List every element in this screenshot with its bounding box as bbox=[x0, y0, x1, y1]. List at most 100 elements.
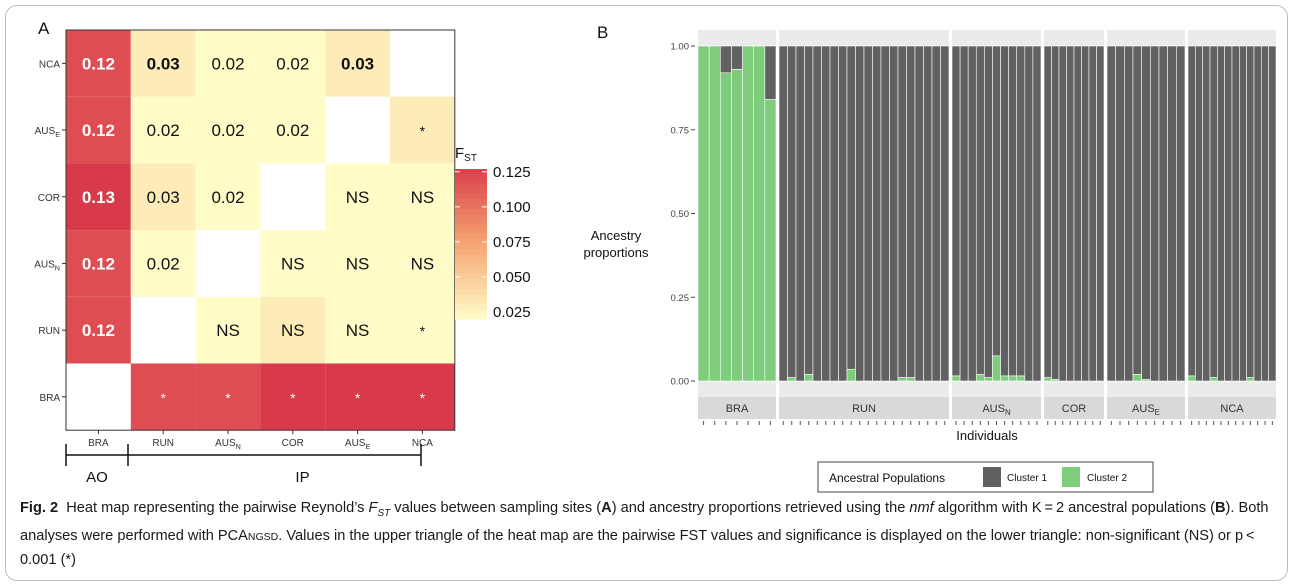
heatmap-cell bbox=[325, 363, 390, 431]
bar-segment-cluster1 bbox=[1253, 45, 1262, 382]
row-label-main: AUS bbox=[35, 126, 56, 137]
legend-gradient-step bbox=[455, 234, 487, 240]
heatmap-cell bbox=[130, 363, 196, 431]
bar-segment-cluster2 bbox=[1008, 375, 1018, 382]
bar-segment-cluster2 bbox=[753, 45, 766, 382]
bar-segment-cluster2 bbox=[1000, 375, 1009, 382]
heatmap-cell-label: 0.02 bbox=[211, 54, 244, 73]
caption-text-4: algorithm with K = 2 ancestral populatio… bbox=[933, 500, 1215, 516]
bar-segment-cluster1 bbox=[829, 45, 839, 382]
heatmap-cell-label: * bbox=[420, 323, 426, 339]
bar-segment-cluster2 bbox=[984, 377, 993, 382]
bar-segment-cluster2 bbox=[975, 373, 985, 382]
caption-text-1: Heat map representing the pairwise Reyno… bbox=[66, 500, 369, 516]
caption-bold-b: B bbox=[1214, 500, 1226, 516]
bar-segment-cluster1 bbox=[778, 45, 788, 382]
bar-segment-cluster1 bbox=[855, 45, 865, 382]
row-label: AUSE bbox=[35, 126, 61, 139]
heatmap-border bbox=[65, 29, 456, 431]
bar-segment-cluster2 bbox=[804, 373, 814, 382]
facet-strip-label: BRA bbox=[726, 403, 749, 415]
heatmap-cell bbox=[195, 363, 261, 431]
caption-nmf: nmf bbox=[909, 500, 934, 516]
heatmap-cell bbox=[260, 363, 326, 431]
heatmap-cell bbox=[260, 230, 326, 297]
heatmap-cell bbox=[260, 96, 326, 164]
heatmap-cell-label: * bbox=[160, 390, 166, 406]
bar-segment-cluster2 bbox=[1051, 379, 1060, 382]
legend-gradient-step bbox=[455, 194, 487, 200]
row-label-sub: N bbox=[55, 263, 60, 272]
row-label: BRA bbox=[39, 393, 60, 404]
heatmap-cell bbox=[390, 163, 455, 231]
bar-segment-cluster1 bbox=[1158, 45, 1168, 382]
bar-segment-cluster1 bbox=[906, 45, 916, 378]
panel-label-a: A bbox=[38, 19, 50, 38]
heatmap-cell bbox=[66, 296, 131, 364]
legend-gradient-step bbox=[455, 279, 487, 285]
bar-segment-cluster2 bbox=[1209, 377, 1218, 382]
column-label-main: BRA bbox=[88, 438, 109, 449]
heatmap-cell-label: NS bbox=[216, 321, 240, 340]
legend-gradient-step bbox=[455, 209, 487, 215]
legend-gradient-step bbox=[455, 219, 487, 225]
heatmap-cell-label: 0.03 bbox=[341, 54, 374, 73]
heatmap-cell-label: 0.13 bbox=[82, 188, 115, 207]
bar-segment-cluster1 bbox=[914, 45, 924, 382]
bar-segment-cluster1 bbox=[804, 45, 814, 375]
column-label: BRA bbox=[88, 438, 109, 449]
panel-label-b: B bbox=[597, 23, 608, 42]
bar-segment-cluster1 bbox=[1073, 45, 1082, 382]
bar-segment-cluster1 bbox=[889, 45, 899, 382]
column-label-main: RUN bbox=[152, 438, 174, 449]
bar-segment-cluster2 bbox=[697, 45, 710, 382]
facet-strip-label-sub: E bbox=[1155, 408, 1160, 417]
column-label: NCA bbox=[412, 438, 433, 449]
legend-gradient-step bbox=[455, 214, 487, 220]
legend-gradient-step bbox=[455, 199, 487, 205]
bar-segment-cluster1 bbox=[992, 45, 1001, 357]
bar-segment-cluster1 bbox=[1167, 45, 1177, 382]
heatmap-cell-label: 0.12 bbox=[82, 121, 115, 140]
legend-tick-label: 0.050 bbox=[493, 269, 531, 286]
legend-gradient-step bbox=[455, 259, 487, 265]
heatmap-cell-label: 0.02 bbox=[147, 254, 180, 273]
row-label: NCA bbox=[39, 59, 60, 70]
heatmap-cell-label: 0.03 bbox=[147, 188, 180, 207]
column-label: AUSE bbox=[345, 438, 371, 451]
facet-strip-label: AUSE bbox=[1132, 403, 1160, 417]
bar-segment-cluster1 bbox=[1132, 45, 1142, 375]
bar-segment-cluster1 bbox=[1058, 45, 1067, 382]
heatmap-cell bbox=[325, 296, 390, 364]
heatmap-cell-label: * bbox=[225, 390, 231, 406]
row-label: RUN bbox=[38, 326, 60, 337]
heatmap-cell-label: NS bbox=[411, 188, 435, 207]
heatmap-cell-label: 0.02 bbox=[147, 121, 180, 140]
bar-segment-cluster1 bbox=[1246, 45, 1255, 378]
heatmap-cell-label: NS bbox=[411, 254, 435, 273]
bar-segment-cluster2 bbox=[731, 69, 743, 382]
bar-segment-cluster1 bbox=[1008, 45, 1018, 377]
bar-segment-cluster1 bbox=[880, 45, 890, 382]
facet-strip-label: RUN bbox=[852, 403, 876, 415]
bar-segment-cluster2 bbox=[708, 45, 721, 382]
bar-segment-cluster1 bbox=[1150, 45, 1160, 382]
figure-frame bbox=[5, 5, 1288, 581]
ancestry-panel: B Ancestry proportions 0.00 0.25 0.50 0.75 1.00… bbox=[583, 23, 1277, 493]
facet-strip-label: COR bbox=[1062, 403, 1087, 415]
column-label-main: AUS bbox=[345, 438, 366, 449]
x-axis-label: Individuals bbox=[956, 428, 1018, 443]
bar-segment-cluster2 bbox=[897, 377, 907, 382]
bar-segment-cluster2 bbox=[1246, 377, 1255, 382]
bar-segment-cluster1 bbox=[731, 45, 743, 70]
heatmap-cell bbox=[325, 163, 390, 231]
facet-strip-label-main: RUN bbox=[852, 403, 876, 415]
heatmap-cell-label: * bbox=[355, 390, 361, 406]
bar-segment-cluster1 bbox=[795, 45, 805, 382]
heatmap-cell bbox=[130, 96, 196, 164]
heatmap-cell bbox=[130, 230, 196, 297]
heatmap-cell-label: 0.02 bbox=[276, 121, 309, 140]
legend-gradient-step bbox=[455, 239, 487, 245]
bar-segment-cluster1 bbox=[1000, 45, 1009, 377]
column-label-main: COR bbox=[282, 438, 304, 449]
